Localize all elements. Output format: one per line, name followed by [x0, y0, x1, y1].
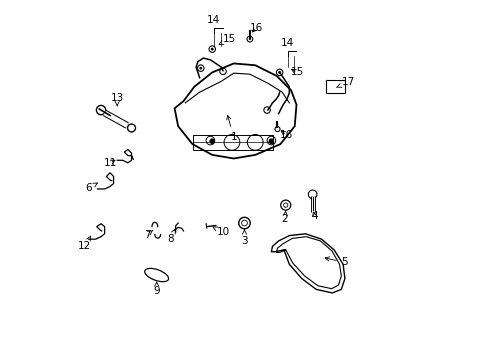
Text: 2: 2 [281, 211, 288, 224]
Circle shape [199, 67, 202, 69]
Circle shape [269, 139, 273, 143]
Text: 13: 13 [110, 93, 123, 106]
Text: 14: 14 [280, 39, 294, 48]
Text: 15: 15 [290, 67, 304, 77]
Text: 7: 7 [143, 230, 153, 239]
Text: 12: 12 [78, 236, 91, 251]
Bar [192, 135, 273, 149]
Text: 8: 8 [166, 229, 175, 244]
Text: 11: 11 [103, 158, 117, 168]
Text: 1: 1 [226, 116, 237, 142]
Text: 15: 15 [219, 35, 235, 44]
Text: 3: 3 [241, 230, 247, 246]
Text: 16: 16 [249, 23, 263, 33]
Circle shape [248, 38, 250, 40]
Text: 14: 14 [206, 15, 220, 25]
Circle shape [210, 139, 214, 143]
Text: 6: 6 [85, 183, 97, 193]
Circle shape [210, 48, 213, 50]
Text: 10: 10 [213, 227, 229, 237]
Text: 17: 17 [336, 77, 354, 87]
Text: 5: 5 [325, 257, 347, 267]
Circle shape [278, 71, 281, 74]
Text: 16: 16 [280, 130, 293, 140]
Text: 4: 4 [310, 211, 317, 221]
Text: 9: 9 [153, 282, 160, 296]
